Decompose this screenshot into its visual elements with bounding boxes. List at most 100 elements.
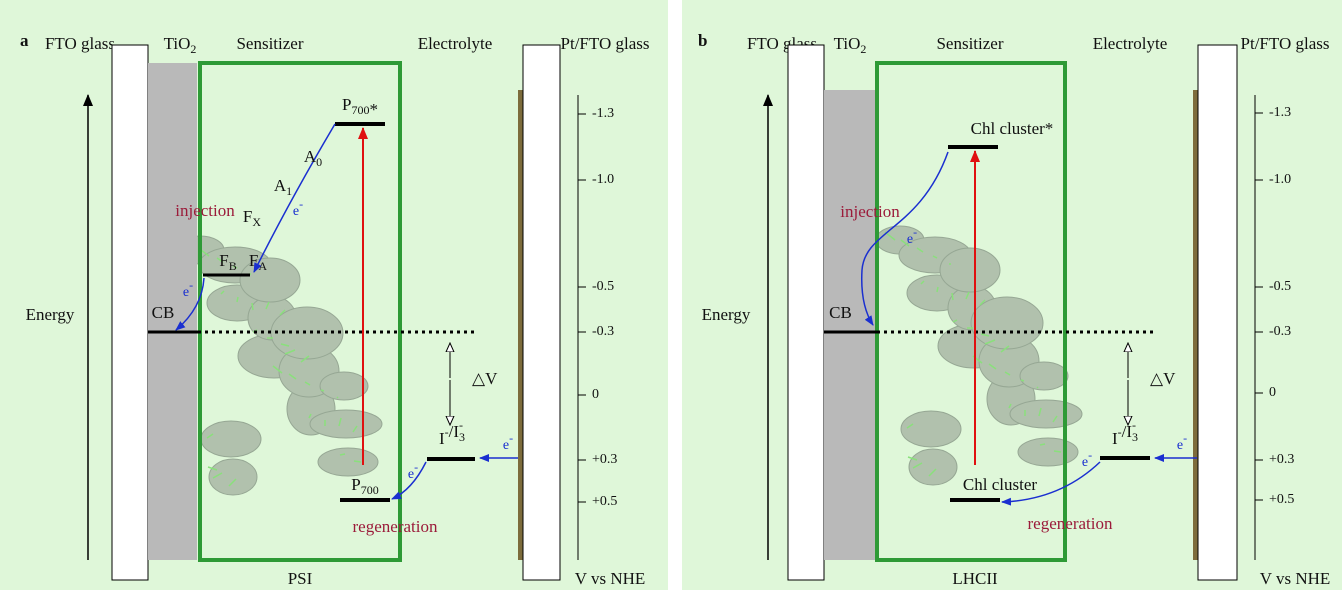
scale-tick-label: -0.3 bbox=[1269, 324, 1291, 339]
electron-label-part: e bbox=[408, 467, 414, 482]
pigment-bond bbox=[1000, 345, 1010, 353]
intermediate-label-part: F bbox=[243, 207, 252, 226]
pt-fto-glass bbox=[522, 44, 561, 581]
electrolyte-line bbox=[518, 90, 523, 560]
ground-label: P700 bbox=[351, 475, 378, 497]
header-tio2-sub: 2 bbox=[860, 42, 866, 56]
cb-label: CB bbox=[829, 303, 852, 322]
pigment-bond bbox=[206, 433, 214, 439]
intermediate-label: A0 bbox=[304, 147, 322, 169]
pigment-bond bbox=[200, 249, 210, 257]
electron-label: e- bbox=[907, 225, 917, 247]
pigment-bond bbox=[1039, 443, 1046, 446]
injection-label: injection bbox=[175, 201, 235, 220]
electron-label-part: e bbox=[907, 232, 913, 247]
panel-letter: b bbox=[698, 31, 707, 50]
intermediate-label-sub: X bbox=[252, 215, 261, 229]
cb-label: CB bbox=[152, 303, 175, 322]
header-electrolyte: Electrolyte bbox=[1093, 34, 1168, 53]
regeneration-label: regeneration bbox=[353, 517, 438, 536]
electron-label-sup: - bbox=[414, 460, 418, 474]
header-tio2-sub: 2 bbox=[190, 42, 196, 56]
pigment-bond bbox=[284, 349, 296, 355]
energy-label: Energy bbox=[26, 305, 75, 324]
pigment-bond bbox=[338, 417, 342, 427]
electron-label: e- bbox=[183, 278, 193, 300]
redox-label-part: I bbox=[1112, 429, 1118, 448]
pigment-bond bbox=[916, 247, 924, 253]
electron-label-part: e bbox=[503, 438, 509, 453]
scale-tick-label: +0.5 bbox=[1269, 492, 1294, 507]
pigment-bond bbox=[353, 460, 362, 463]
intermediate-label-part: F bbox=[249, 251, 258, 270]
pigment-bond bbox=[304, 381, 311, 386]
electron-path bbox=[175, 277, 205, 331]
protein-helix bbox=[309, 409, 383, 439]
pigment-bond bbox=[352, 425, 358, 433]
scale-tick-label: +0.3 bbox=[592, 452, 617, 467]
protein-helix bbox=[970, 296, 1044, 350]
intermediate-label: FA bbox=[249, 251, 267, 273]
pigment-bond bbox=[952, 319, 958, 323]
electron-label-sup: - bbox=[509, 431, 513, 445]
pigment-bond bbox=[1004, 371, 1011, 376]
scale-tick-label: -1.3 bbox=[1269, 105, 1291, 120]
scale-tick-label: -0.5 bbox=[592, 279, 614, 294]
pigment-bond bbox=[932, 255, 938, 259]
electron-label-sup: - bbox=[189, 278, 193, 292]
fto-glass bbox=[787, 44, 825, 581]
protein-helix bbox=[939, 247, 1001, 293]
pigment-bond bbox=[300, 355, 310, 363]
redox-label-sub: 3 bbox=[1132, 430, 1138, 444]
pigment-bond bbox=[951, 292, 954, 301]
redox-label-sup: - bbox=[1132, 418, 1136, 432]
pigment-bond bbox=[907, 456, 918, 461]
scale-tick-label: -1.3 bbox=[592, 106, 614, 121]
redox-label-sup: - bbox=[445, 425, 449, 439]
protein-helix bbox=[1017, 437, 1079, 467]
pigment-bond bbox=[251, 302, 254, 311]
electron-path bbox=[391, 461, 427, 500]
intermediate-label-sub: 0 bbox=[316, 155, 322, 169]
redox-label-part: I bbox=[439, 429, 445, 448]
pigment-bond bbox=[965, 291, 970, 300]
header-electrolyte: Electrolyte bbox=[418, 34, 493, 53]
excited-label: Chl cluster* bbox=[971, 119, 1054, 138]
pigment-bond bbox=[216, 257, 224, 263]
header-pt: Pt/FTO glass bbox=[1241, 34, 1330, 53]
panel-background bbox=[0, 0, 668, 590]
pigment-bond bbox=[1038, 407, 1042, 417]
pigment-bond bbox=[1008, 403, 1012, 409]
excited-label-part: P bbox=[342, 95, 351, 114]
electron-label: e- bbox=[293, 197, 303, 219]
protein-helix bbox=[1019, 361, 1069, 391]
delta-v-label: △V bbox=[1150, 369, 1176, 388]
fto-glass bbox=[111, 44, 149, 581]
intermediate-label-sub: B bbox=[229, 259, 237, 273]
pigment-bond bbox=[220, 290, 225, 295]
header-pt: Pt/FTO glass bbox=[561, 34, 650, 53]
excited-label-part: * bbox=[369, 100, 378, 119]
pigment-bond bbox=[900, 239, 910, 247]
excited-label-sub: 700 bbox=[351, 103, 369, 117]
electron-label: e- bbox=[1177, 431, 1187, 453]
scale-tick-label: -0.3 bbox=[592, 324, 614, 339]
header-tio2: TiO2 bbox=[164, 34, 197, 56]
protein-helix bbox=[900, 410, 962, 448]
pt-fto-glass bbox=[1197, 44, 1238, 581]
header-sensitizer: Sensitizer bbox=[236, 34, 303, 53]
header-sensitizer: Sensitizer bbox=[936, 34, 1003, 53]
protein-helix bbox=[319, 371, 369, 401]
pigment-bond bbox=[1036, 386, 1039, 389]
electron-label: e- bbox=[503, 431, 513, 453]
pigment-bond bbox=[920, 280, 925, 285]
component-label: PSI bbox=[288, 569, 313, 588]
regeneration-label: regeneration bbox=[1028, 514, 1113, 533]
intermediate-label: A1 bbox=[274, 176, 292, 198]
pigment-bond bbox=[984, 339, 996, 345]
pigment-bond bbox=[1053, 450, 1062, 453]
intermediate-label: FB bbox=[219, 251, 236, 273]
ground-label: Chl cluster bbox=[963, 475, 1037, 494]
pigment-bond bbox=[928, 468, 937, 477]
pigment-bond bbox=[308, 413, 312, 419]
